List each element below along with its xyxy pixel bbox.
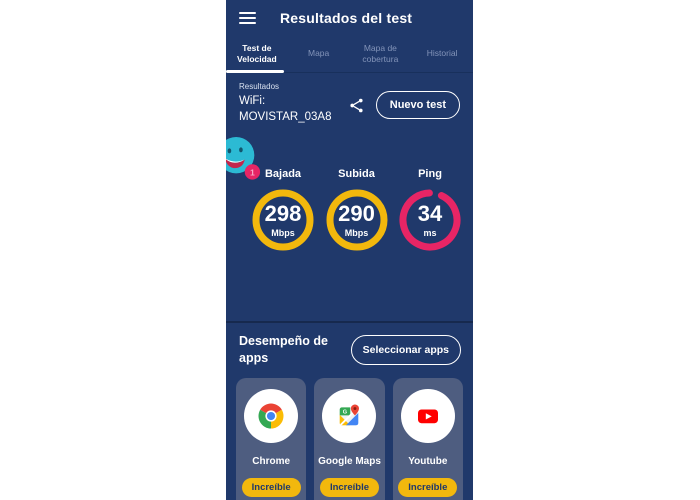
results-label: Resultados <box>239 82 280 91</box>
app-cards-row: Chrome Increíble G <box>226 373 473 500</box>
share-button[interactable] <box>348 97 365 114</box>
app-header: Resultados del test <box>226 0 473 36</box>
share-icon <box>350 98 363 112</box>
tab-historial[interactable]: Historial <box>426 48 458 59</box>
tab-bar: Test de Velocidad Mapa Mapa de cobertura… <box>226 36 473 73</box>
rating-badge-google-maps: Increíble <box>319 477 380 497</box>
results-header: Resultados WiFi: MOVISTAR_03A8 Nuevo tes… <box>226 73 473 125</box>
app-card-youtube[interactable]: Youtube Increíble <box>392 377 463 500</box>
app-name-youtube: Youtube <box>408 455 448 467</box>
rating-badge-chrome: Increíble <box>241 477 301 497</box>
upload-value: 290 <box>338 200 375 226</box>
upload-unit: Mbps <box>344 227 369 238</box>
gauge-upload: Subida 290 Mbps <box>324 168 390 251</box>
mascot-icon: 1 <box>226 136 261 180</box>
ping-unit: ms <box>423 227 437 238</box>
network-type: WiFi: <box>239 95 266 107</box>
tab-mapa-de-cobertura[interactable]: Mapa de cobertura <box>362 42 399 64</box>
google-maps-icon-circle: G <box>322 388 377 443</box>
apps-header: Desempeño de apps Seleccionar apps <box>226 323 473 373</box>
app-name-google-maps: Google Maps <box>318 455 381 467</box>
gauge-ring-yellow <box>326 189 387 251</box>
svg-text:G: G <box>343 409 348 415</box>
select-apps-button[interactable]: Seleccionar apps <box>350 334 461 365</box>
gauge-row: Bajada 298 Mbps Subida <box>226 168 473 251</box>
tab-test-de-velocidad[interactable]: Test de Velocidad <box>226 36 288 73</box>
gauge-download: Bajada 298 Mbps <box>250 168 316 251</box>
hamburger-menu-icon[interactable] <box>239 12 256 24</box>
network-info: Resultados WiFi: MOVISTAR_03A8 <box>239 82 331 125</box>
rating-badge-youtube: Increíble <box>398 477 458 497</box>
gauge-ping: Ping 34 ms <box>397 168 463 251</box>
mascot-assistant-button[interactable]: 1 <box>226 136 262 182</box>
speedtest-app-panel: Resultados del test Test de Velocidad Ma… <box>226 0 473 500</box>
ping-value: 34 <box>417 200 443 226</box>
gauge-ring-pink <box>399 189 461 251</box>
download-unit: Mbps <box>271 227 295 238</box>
app-card-chrome[interactable]: Chrome Increíble <box>236 377 307 500</box>
tab-mapa[interactable]: Mapa <box>307 48 330 59</box>
page-title: Resultados del test <box>280 10 413 26</box>
chrome-icon <box>258 403 284 429</box>
download-value: 298 <box>264 200 302 226</box>
app-card-google-maps[interactable]: G Google Maps Increíble <box>314 377 385 500</box>
mascot-badge: 1 <box>250 167 255 177</box>
youtube-icon <box>417 409 438 423</box>
results-actions: Nuevo test <box>348 91 460 119</box>
apps-section-title: Desempeño de apps <box>239 334 328 365</box>
gauge-upload-label: Subida <box>338 168 375 180</box>
youtube-icon-circle <box>400 388 455 443</box>
app-name-chrome: Chrome <box>252 455 291 467</box>
gauge-ring-yellow <box>252 189 314 251</box>
google-maps-icon: G <box>340 404 360 426</box>
network-ssid: MOVISTAR_03A8 <box>239 110 332 123</box>
chrome-icon-circle <box>244 388 299 443</box>
apps-performance-section: Desempeño de apps Seleccionar apps <box>226 321 473 500</box>
new-test-button[interactable]: Nuevo test <box>375 91 460 119</box>
gauge-download-label: Bajada <box>264 168 302 180</box>
gauge-ping-label: Ping <box>418 168 442 180</box>
